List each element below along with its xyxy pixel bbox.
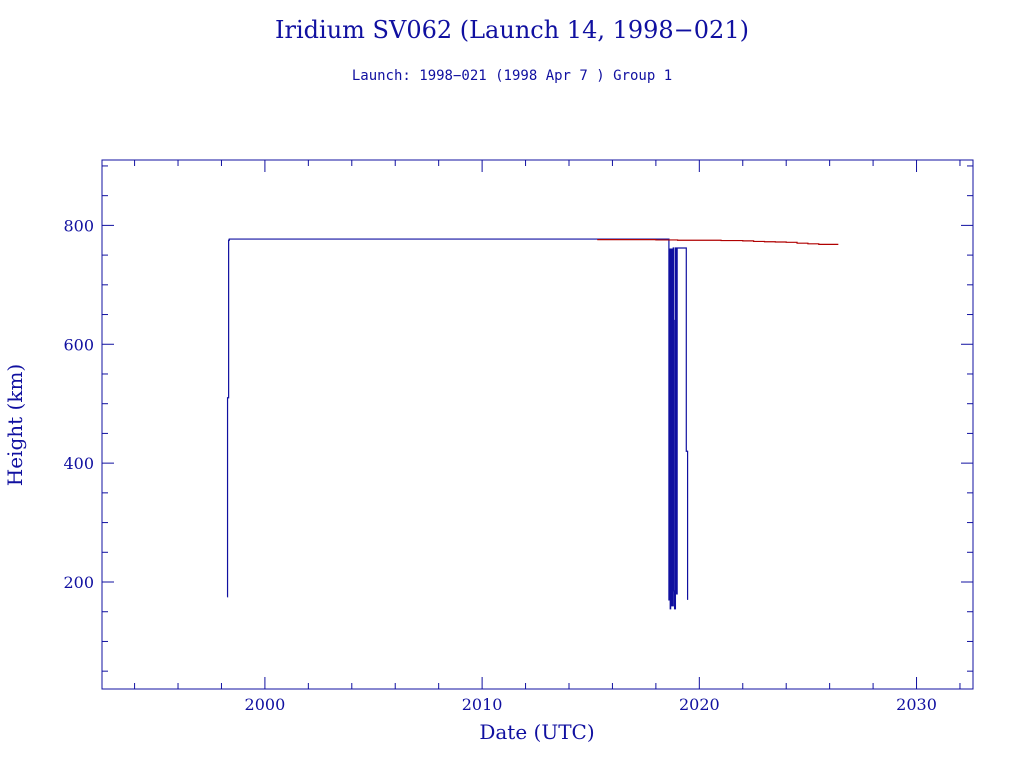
chart-subtitle: Launch: 1998−021 (1998 Apr 7 ) Group 1 xyxy=(352,68,672,84)
plot-frame xyxy=(101,159,974,690)
y-tick-label: 800 xyxy=(63,216,94,235)
series-line-2 xyxy=(597,239,839,245)
y-axis-label: Height (km) xyxy=(3,364,27,486)
x-tick-label: 2000 xyxy=(245,695,286,714)
x-tick-label: 2020 xyxy=(679,695,720,714)
x-tick-label: 2030 xyxy=(896,695,937,714)
series-lines xyxy=(226,238,839,610)
series-line-1 xyxy=(226,238,689,610)
y-tick-label: 600 xyxy=(63,335,94,354)
axis-ticks xyxy=(102,160,973,689)
plot-area xyxy=(101,159,974,690)
axis-tick-labels: 2000 2010 2020 2030 200 400 600 800 xyxy=(63,216,936,714)
chart-title: Iridium SV062 (Launch 14, 1998−021) xyxy=(275,16,749,44)
y-tick-label: 400 xyxy=(63,454,94,473)
x-tick-label: 2010 xyxy=(462,695,503,714)
x-axis-label: Date (UTC) xyxy=(479,720,594,744)
y-tick-label: 200 xyxy=(63,573,94,592)
